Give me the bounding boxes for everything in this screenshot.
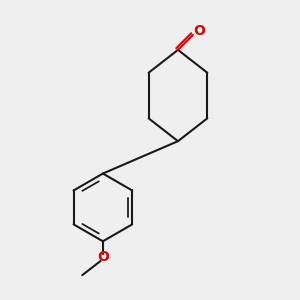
Text: O: O [97,250,109,265]
Text: O: O [194,24,206,38]
